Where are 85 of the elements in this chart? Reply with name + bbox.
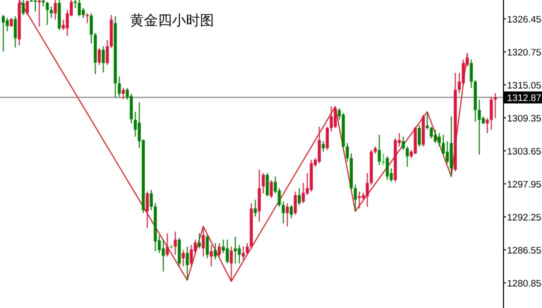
line-series — [18, 0, 468, 282]
candlestick — [166, 232, 169, 257]
candlestick — [218, 242, 221, 257]
candlestick — [298, 188, 301, 206]
y-tick-label: 1286.55 — [507, 245, 542, 256]
candlestick — [318, 126, 321, 164]
candlestick — [102, 46, 105, 73]
candlestick — [190, 244, 193, 267]
candlestick — [386, 156, 389, 181]
candlestick — [282, 200, 285, 224]
candlestick — [182, 250, 185, 267]
candlestick — [234, 236, 237, 264]
candlestick — [26, 0, 29, 16]
candlestick — [462, 59, 465, 86]
candlestick — [290, 204, 293, 219]
candlestick — [162, 239, 165, 272]
candlestick — [214, 242, 217, 260]
candlestick — [106, 39, 109, 66]
candlestick — [50, 6, 53, 18]
y-tick-label: 1320.75 — [507, 47, 542, 58]
candlestick — [378, 134, 381, 166]
candlestick — [418, 124, 421, 147]
candlestick — [206, 234, 209, 259]
candlestick — [426, 111, 429, 130]
y-tick-label: 1280.85 — [507, 278, 542, 290]
candlestick — [366, 172, 369, 208]
candlestick — [22, 0, 25, 16]
candlestick — [14, 16, 17, 48]
candlestick — [270, 180, 273, 198]
y-tick-label: 1315.05 — [507, 80, 542, 92]
candlestick — [54, 0, 57, 20]
candlestick — [258, 169, 261, 222]
y-tick-label: 1326.45 — [507, 14, 542, 26]
y-tick-label: 1292.25 — [507, 212, 542, 224]
candlestick — [202, 226, 205, 257]
candlestick — [150, 189, 153, 211]
candlestick — [262, 172, 265, 194]
candlestick — [146, 191, 149, 229]
candlestick — [322, 140, 325, 152]
candlestick — [198, 232, 201, 249]
candlestick — [330, 106, 333, 132]
candlestick — [210, 244, 213, 267]
candlestick — [470, 59, 473, 88]
candlestick — [98, 48, 101, 66]
candlestick — [2, 14, 5, 52]
candlestick — [46, 1, 49, 26]
candlestick — [406, 146, 409, 168]
candlestick — [286, 202, 289, 227]
candlestick — [242, 246, 245, 260]
candlestick — [346, 142, 349, 162]
candlestick — [254, 199, 257, 218]
candlestick — [38, 0, 41, 28]
candlestick — [402, 136, 405, 150]
y-tick-label: 1303.65 — [507, 146, 542, 158]
y-tick-label: 1297.95 — [507, 179, 542, 190]
candlestick — [118, 76, 121, 98]
candlestick — [382, 152, 385, 166]
candlestick — [266, 172, 269, 197]
ref-line-label: 1312.87 — [507, 92, 542, 104]
candlestick — [178, 237, 181, 267]
candlestick — [478, 99, 481, 156]
candlestick — [434, 129, 437, 144]
candlestick — [302, 182, 305, 204]
candlestick — [122, 88, 125, 100]
candlestick — [230, 246, 233, 282]
y-tick-label: 1309.35 — [507, 113, 542, 124]
candlestick — [130, 93, 133, 124]
candlestick — [490, 96, 493, 130]
candlestick — [174, 231, 177, 256]
candlestick — [486, 118, 489, 134]
candlestick — [354, 184, 357, 212]
candlestick — [226, 239, 229, 264]
candlestick — [6, 17, 9, 32]
candlestick — [326, 126, 329, 150]
text: 黄金四小时图 — [130, 12, 214, 28]
candlestick — [78, 0, 81, 17]
candlestick — [294, 191, 297, 216]
candlestick — [90, 12, 93, 44]
candlestick — [134, 111, 137, 138]
candlestick — [186, 246, 189, 281]
candlestick — [334, 106, 337, 128]
candlestick — [438, 132, 441, 147]
candlestick — [238, 244, 241, 264]
candlestick — [430, 126, 433, 139]
candlestick — [246, 242, 249, 256]
